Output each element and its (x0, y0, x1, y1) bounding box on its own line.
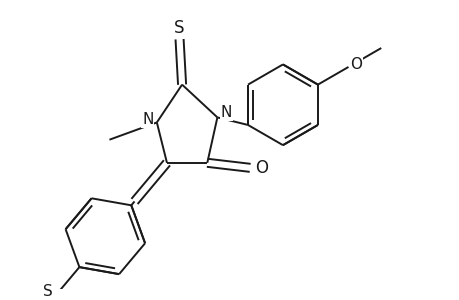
Text: S: S (174, 19, 185, 37)
Text: S: S (43, 284, 52, 299)
Text: N: N (220, 105, 232, 120)
Text: O: O (349, 57, 361, 72)
Text: N: N (142, 112, 153, 128)
Text: O: O (254, 159, 267, 177)
